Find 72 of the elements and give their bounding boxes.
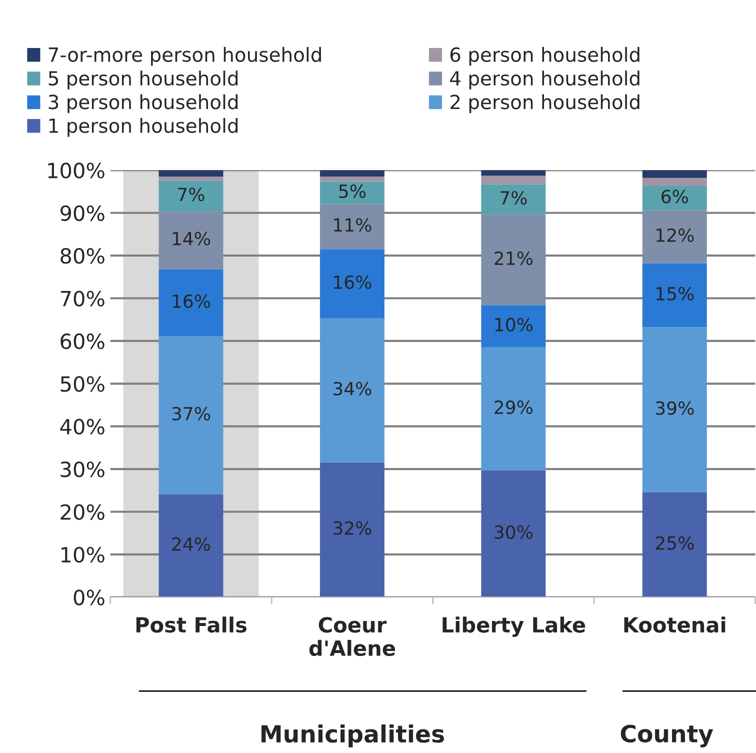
bar bbox=[320, 318, 384, 462]
bar bbox=[320, 170, 384, 177]
y-tick-label: 90% bbox=[60, 205, 104, 222]
bar bbox=[158, 180, 224, 212]
x-tick-label: Kootenai bbox=[624, 616, 726, 633]
bar bbox=[158, 336, 224, 494]
bar bbox=[481, 214, 546, 306]
legend-label: 6 person household bbox=[450, 46, 640, 66]
bar bbox=[642, 170, 707, 178]
bar bbox=[320, 204, 384, 250]
x-tick-label: Post Falls bbox=[136, 616, 246, 633]
data-label: 21% bbox=[494, 251, 532, 266]
bar bbox=[158, 170, 224, 177]
y-tick-label: 40% bbox=[60, 418, 104, 435]
data-label: 16% bbox=[172, 294, 210, 308]
x-tick-label: Liberty Lake bbox=[442, 616, 586, 637]
data-label: 39% bbox=[656, 401, 694, 415]
y-tick-label: 20% bbox=[60, 504, 104, 520]
bar bbox=[158, 211, 224, 270]
data-label: 24% bbox=[172, 537, 210, 551]
x-tick-label: Coeur d'Alene bbox=[309, 616, 396, 656]
data-label: 7% bbox=[500, 191, 527, 205]
data-label: 10% bbox=[495, 318, 532, 332]
y-tick-label: 70% bbox=[60, 290, 104, 306]
legend-label: 3 person household bbox=[48, 94, 238, 114]
text: County bbox=[620, 724, 714, 748]
bar bbox=[642, 327, 707, 492]
bar bbox=[481, 470, 546, 598]
bar bbox=[158, 269, 224, 336]
y-tick-label: 10% bbox=[62, 546, 104, 563]
bar bbox=[320, 182, 384, 204]
bar bbox=[481, 347, 546, 470]
data-label: 29% bbox=[494, 400, 532, 414]
bar bbox=[320, 249, 384, 318]
y-tick-label: 80% bbox=[60, 248, 104, 264]
bar bbox=[158, 176, 224, 181]
data-label: 34% bbox=[334, 382, 372, 396]
bar bbox=[481, 176, 546, 184]
y-tick-label: 100% bbox=[48, 162, 104, 178]
legend-label: 1 person household bbox=[49, 118, 238, 137]
text: Municipalities bbox=[261, 724, 444, 748]
bar bbox=[642, 178, 707, 186]
bar bbox=[642, 492, 707, 598]
data-label: 14% bbox=[172, 232, 210, 246]
data-label: 37% bbox=[172, 406, 210, 420]
data-label: 32% bbox=[334, 521, 372, 535]
data-label: 12% bbox=[656, 228, 694, 242]
data-label: 5% bbox=[339, 184, 366, 198]
bar bbox=[320, 462, 384, 598]
data-label: 6% bbox=[662, 190, 688, 204]
bar bbox=[158, 494, 224, 598]
y-tick-label: 30% bbox=[60, 461, 104, 478]
legend-label: 7-or-more person household bbox=[48, 46, 321, 66]
data-label: 16% bbox=[334, 275, 372, 289]
data-label: 25% bbox=[656, 536, 694, 550]
y-tick-label: 0% bbox=[74, 590, 104, 606]
y-tick-label: 60% bbox=[60, 333, 104, 350]
bar bbox=[481, 184, 546, 215]
bar bbox=[320, 176, 384, 182]
bar bbox=[642, 210, 707, 264]
bar bbox=[481, 305, 546, 348]
bar bbox=[642, 186, 707, 210]
bar bbox=[481, 170, 546, 176]
bar bbox=[642, 263, 707, 328]
y-tick-label: 50% bbox=[60, 376, 104, 392]
data-label: 15% bbox=[656, 286, 694, 301]
legend-label: 2 person household bbox=[450, 94, 640, 114]
legend-label: 5 person household bbox=[48, 70, 238, 90]
data-label: 30% bbox=[494, 525, 532, 539]
data-label: 7% bbox=[178, 188, 204, 202]
legend-label: 4 person household bbox=[450, 70, 640, 90]
data-label: 11% bbox=[334, 218, 372, 232]
